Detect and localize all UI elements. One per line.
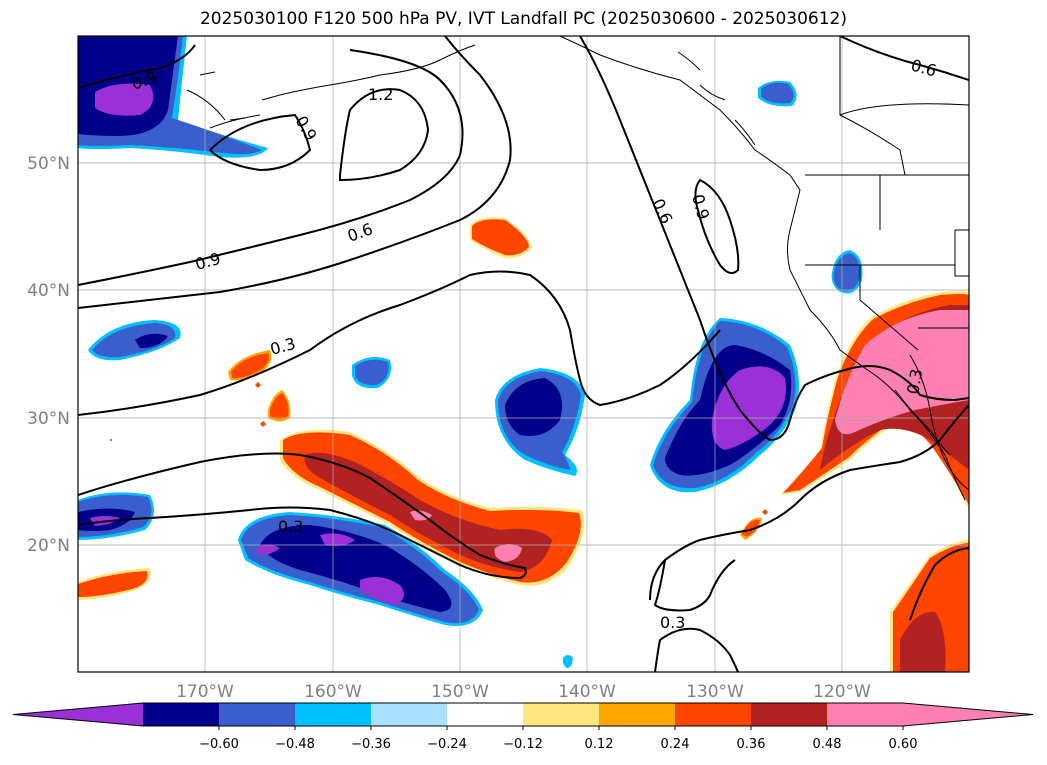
colorbar-swatch <box>447 703 524 726</box>
map-frame <box>77 35 970 673</box>
colorbar-tick-label: 0.12 <box>585 737 614 752</box>
contour-lines <box>78 36 969 672</box>
longitude-labels: 170°W 160°W 150°W 140°W 130°W 120°W <box>176 682 871 702</box>
colorbar-tick-label: 0.48 <box>813 737 842 752</box>
contour-label: 0.3 <box>278 517 303 536</box>
negative-anomaly-shading <box>78 36 863 668</box>
colorbar-swatch <box>143 703 220 726</box>
contour-label: 0.3 <box>660 613 685 632</box>
colorbar-swatch <box>219 703 296 726</box>
lat-label-20n: 20°N <box>27 536 70 556</box>
lat-label-30n: 30°N <box>27 409 70 429</box>
positive-anomaly-shading <box>78 217 969 672</box>
colorbar-max-extension <box>903 703 1033 726</box>
map-title: 2025030100 F120 500 hPa PV, IVT Landfall… <box>199 9 847 29</box>
colorbar-swatch <box>295 703 372 726</box>
colorbar-swatch <box>751 703 828 726</box>
neg-region-tiny-140w <box>562 655 573 668</box>
coastlines <box>110 36 969 501</box>
colorbar-tick-label: −0.24 <box>427 737 467 752</box>
colorbar-tick-label: −0.60 <box>199 737 239 752</box>
colorbar-tick-label: 0.60 <box>889 737 918 752</box>
colorbar-swatch <box>827 703 904 726</box>
lon-label-130w: 130°W <box>686 682 744 702</box>
colorbar-swatch <box>599 703 676 726</box>
lat-label-40n: 40°N <box>27 281 70 301</box>
lon-label-120w: 120°W <box>813 682 871 702</box>
colorbar-tick-label: −0.48 <box>275 737 315 752</box>
latitude-labels: 50°N 40°N 30°N 20°N <box>27 154 70 556</box>
contour-label: 1.2 <box>368 85 393 104</box>
colorbar-min-extension <box>13 703 143 726</box>
contour-label: 0.3 <box>903 367 926 395</box>
graticule <box>78 36 969 672</box>
colorbar-outline <box>12 702 1034 727</box>
map-plot-area: 0.9 1.2 0.9 0.6 0.6 0.9 0.9 0.6 0.3 0.3 … <box>78 36 969 672</box>
colorbar-tick-label: 0.36 <box>737 737 766 752</box>
lat-label-50n: 50°N <box>27 154 70 174</box>
colorbar-swatch <box>523 703 600 726</box>
colorbar-tick-label: 0.24 <box>661 737 690 752</box>
lon-label-150w: 150°W <box>431 682 489 702</box>
colorbar-swatch <box>371 703 448 726</box>
colorbar: −0.60 −0.48 −0.36 −0.24 −0.12 0.12 0.24 0.36 0.4… <box>12 702 1034 752</box>
colorbar-tick-label: −0.12 <box>503 737 543 752</box>
lon-label-170w: 170°W <box>176 682 234 702</box>
lon-label-140w: 140°W <box>558 682 616 702</box>
colorbar-tick-label: −0.36 <box>351 737 391 752</box>
lon-label-160w: 160°W <box>304 682 362 702</box>
colorbar-swatch <box>675 703 752 726</box>
